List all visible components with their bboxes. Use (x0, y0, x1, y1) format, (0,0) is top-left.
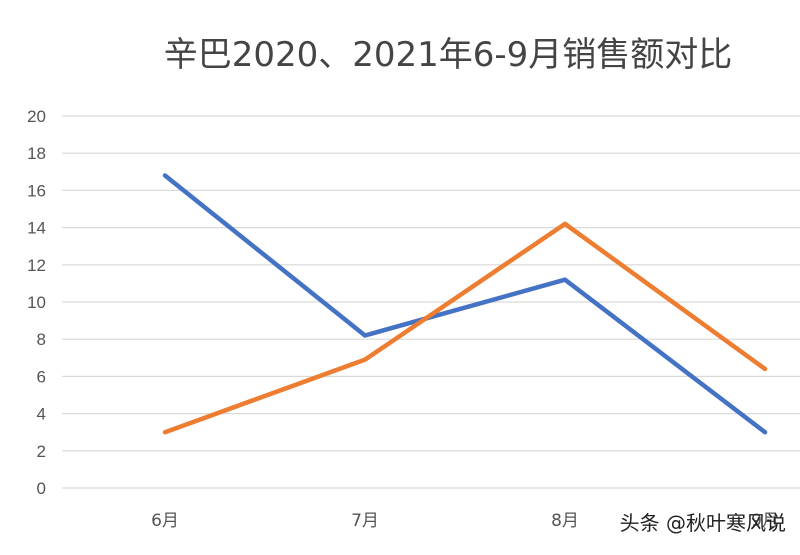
series-2-line (162, 221, 768, 435)
y-tick-label: 12 (27, 256, 46, 275)
x-tick-label: 6月 (151, 511, 179, 531)
x-tick-label: 9月 (751, 511, 779, 531)
y-tick-label: 4 (37, 405, 46, 424)
x-tick-label: 8月 (551, 511, 579, 531)
y-axis-ticks: 0 2 4 6 8 10 12 14 16 18 20 (27, 107, 46, 498)
gridlines (62, 115, 800, 489)
watermark-text: 头条 @秋叶寒风说 (620, 511, 786, 535)
y-tick-label: 14 (27, 219, 46, 238)
series-lines (162, 173, 768, 435)
x-axis-ticks: 6月 7月 8月 9月 (151, 511, 779, 531)
y-tick-label: 10 (27, 293, 46, 312)
y-tick-label: 0 (37, 479, 46, 498)
y-tick-label: 2 (37, 442, 46, 461)
y-tick-label: 20 (27, 107, 46, 126)
series-1-line (162, 173, 768, 435)
y-tick-label: 6 (37, 367, 46, 386)
x-tick-label: 7月 (351, 511, 379, 531)
y-tick-label: 16 (27, 181, 46, 200)
y-tick-label: 8 (37, 330, 46, 349)
chart-title: 辛巴2020、2021年6-9月销售额对比 (164, 35, 733, 75)
y-tick-label: 18 (27, 144, 46, 163)
